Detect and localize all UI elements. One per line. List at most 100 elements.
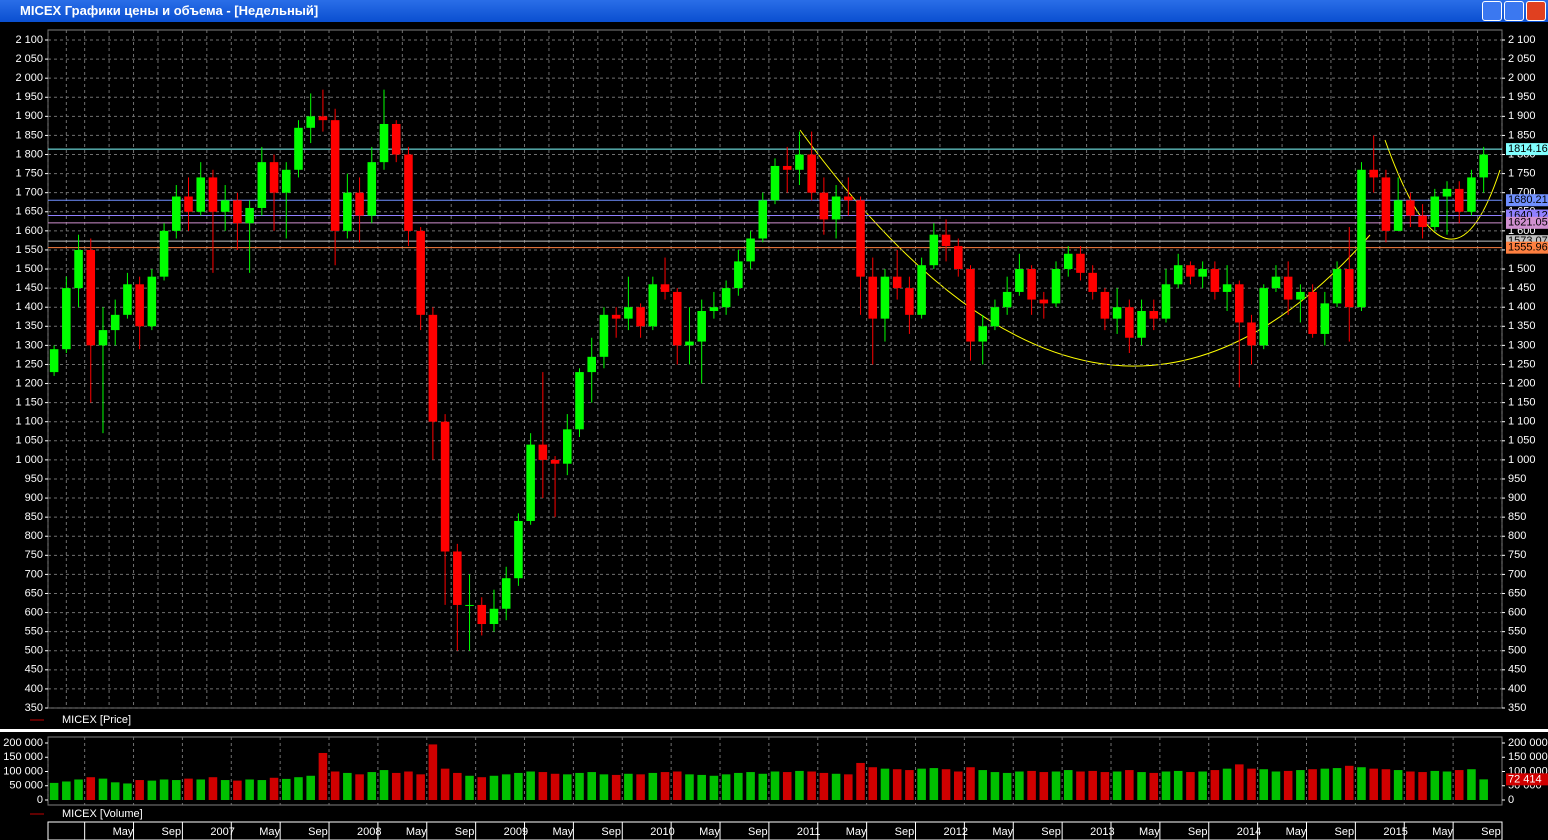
volume-bar: [453, 772, 462, 800]
candle-body: [1308, 291, 1317, 334]
y-tick-label: 1 050: [1508, 435, 1536, 447]
volume-bar: [1320, 768, 1330, 800]
close[interactable]: [1526, 1, 1546, 21]
volume-bar: [98, 778, 108, 800]
y-tick-label: 450: [25, 664, 43, 676]
candle-body: [856, 200, 865, 277]
y-tick-label: 1 750: [15, 168, 43, 180]
y-tick-label: 1 200: [15, 377, 43, 389]
candle-body: [1161, 284, 1171, 319]
volume-bar: [1467, 769, 1476, 800]
volume-bar: [269, 777, 279, 800]
candle-body: [550, 459, 560, 464]
level-label-box: [1506, 216, 1548, 229]
volume-bar: [1454, 770, 1464, 800]
volume-bar: [611, 774, 621, 800]
candle-body: [367, 162, 377, 216]
volume-bar: [1442, 771, 1452, 800]
candle-body: [416, 230, 425, 315]
volume-bar: [550, 773, 560, 800]
candle-body: [734, 261, 743, 289]
volume-bar: [819, 772, 829, 800]
y-tick-label: 800: [25, 530, 43, 542]
candle-body: [746, 238, 755, 262]
candle-body: [672, 291, 682, 346]
candle-body: [1283, 276, 1293, 300]
candle-body: [379, 123, 389, 163]
x-tick-label: 2008: [357, 826, 381, 838]
x-tick-label: 2007: [210, 826, 234, 838]
y-tick-label: 1 050: [15, 435, 43, 447]
x-tick-label: Sep: [1335, 826, 1355, 838]
volume-bar: [391, 772, 401, 800]
candle-body: [269, 162, 279, 193]
x-tick-label: Sep: [601, 826, 621, 838]
volume-bar: [672, 771, 682, 800]
candle-body: [489, 608, 499, 625]
candle-body: [123, 284, 132, 315]
x-tick-label: Sep: [162, 826, 182, 838]
y-tick-label: 1 000: [15, 454, 43, 466]
candle-body: [514, 520, 523, 579]
y-tick-label: 1 200: [1508, 377, 1536, 389]
y-tick-label: 900: [1508, 492, 1526, 504]
candle-body: [233, 200, 242, 224]
candle-body: [184, 196, 193, 212]
candle-body: [477, 604, 487, 625]
volume-bar: [844, 774, 853, 800]
cup-curve: [799, 129, 1371, 367]
volume-bar: [782, 772, 792, 800]
candle-body: [1112, 307, 1122, 319]
y-tick-label: 550: [1508, 626, 1526, 638]
volume-bar: [990, 772, 1000, 800]
x-tick-label: May: [1139, 826, 1160, 838]
y-tick-label: 1 000: [1508, 454, 1536, 466]
candle-body: [294, 127, 303, 170]
volume-bar: [1112, 771, 1122, 800]
volume-bar: [685, 774, 694, 800]
volume-bar: [62, 781, 71, 800]
x-tick-label: Sep: [1188, 826, 1208, 838]
maximize[interactable]: [1504, 1, 1524, 21]
volume-bar: [1198, 771, 1207, 800]
volume-bar: [1063, 770, 1073, 800]
volume-bar: [563, 774, 572, 800]
candle-body: [86, 249, 96, 346]
minimize[interactable]: [1482, 1, 1502, 21]
y-tick-label: 350: [25, 702, 43, 714]
candle-body: [990, 307, 1000, 327]
candle-body: [1051, 269, 1061, 304]
volume-bar: [123, 783, 132, 800]
x-tick-label: Sep: [1481, 826, 1501, 838]
volume-bar: [831, 773, 841, 800]
y-tick-label: 500: [25, 645, 43, 657]
y-tick-label: 150 000: [3, 751, 43, 763]
volume-bar: [1137, 772, 1146, 800]
candle-body: [1100, 291, 1110, 319]
y-tick-label: 400: [1508, 683, 1526, 695]
volume-bar: [147, 780, 157, 800]
value-label: 72 414: [1508, 773, 1542, 785]
volume-bar: [404, 771, 413, 800]
y-tick-label: 750: [1508, 549, 1526, 561]
candle-body: [1039, 299, 1049, 304]
candle-body: [110, 314, 120, 331]
y-tick-label: 750: [25, 549, 43, 561]
legend: MICEX [Price]: [62, 714, 131, 726]
volume-bar: [929, 768, 939, 800]
level-label: 1555.96: [1508, 242, 1548, 254]
candle-body: [648, 284, 658, 327]
volume-bar: [294, 777, 303, 800]
level-label: 1680.21: [1508, 194, 1548, 206]
candle-body: [697, 311, 706, 342]
y-tick-label: 600: [1508, 606, 1526, 618]
volume-bar: [74, 779, 83, 800]
volume-bar: [501, 774, 511, 800]
volume-bar: [1430, 770, 1440, 800]
candle-body: [1247, 322, 1256, 346]
level-label: 1814.16: [1508, 143, 1548, 155]
x-tick-label: 2009: [504, 826, 528, 838]
y-tick-label: 200 000: [3, 737, 43, 749]
volume-bar: [709, 775, 719, 800]
volume-bar: [1186, 772, 1195, 800]
